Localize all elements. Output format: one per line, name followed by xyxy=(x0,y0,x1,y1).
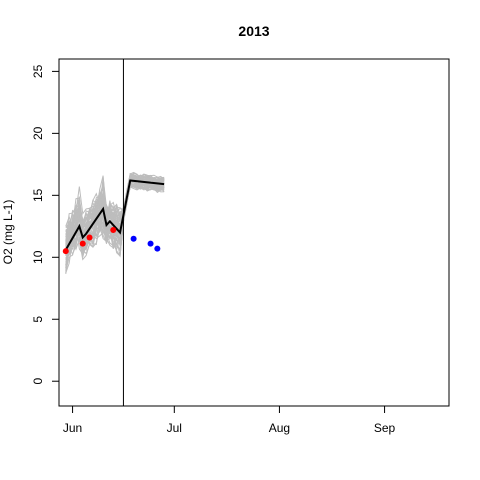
x-tick-label: Jun xyxy=(63,421,82,435)
axes-layer: Jun Jul Aug Sep 0 5 10 15 20 25 xyxy=(31,64,396,435)
y-tick-label: 20 xyxy=(31,126,45,140)
ensemble-member-line xyxy=(65,175,165,245)
calibration-observation-point xyxy=(110,227,117,234)
x-tick-label: Jul xyxy=(167,421,182,435)
x-tick-label: Aug xyxy=(269,421,290,435)
observation-points-layer xyxy=(62,227,161,255)
calibration-observation-point xyxy=(86,234,93,241)
plot-frame-layer xyxy=(58,58,450,407)
ensemble-member-line xyxy=(65,171,165,242)
evaluation-observation-point xyxy=(147,240,154,247)
y-tick-label: 5 xyxy=(31,316,45,323)
ensemble-member-line xyxy=(65,178,165,257)
calibration-observation-point xyxy=(62,248,69,255)
ensemble-member-line xyxy=(65,182,165,271)
chart-title: 2013 xyxy=(238,23,269,39)
y-tick-label: 0 xyxy=(31,378,45,385)
y-axis-label: O2 (mg L-1) xyxy=(1,200,15,265)
y-tick-label: 25 xyxy=(31,64,45,78)
y-tick-label: 15 xyxy=(31,188,45,202)
ensemble-lines xyxy=(65,171,165,274)
evaluation-observation-point xyxy=(130,235,137,242)
y-tick-label: 10 xyxy=(31,250,45,264)
plot-border xyxy=(58,58,450,407)
evaluation-observation-point xyxy=(154,245,161,252)
calibration-observation-point xyxy=(79,240,86,247)
x-tick-label: Sep xyxy=(374,421,396,435)
